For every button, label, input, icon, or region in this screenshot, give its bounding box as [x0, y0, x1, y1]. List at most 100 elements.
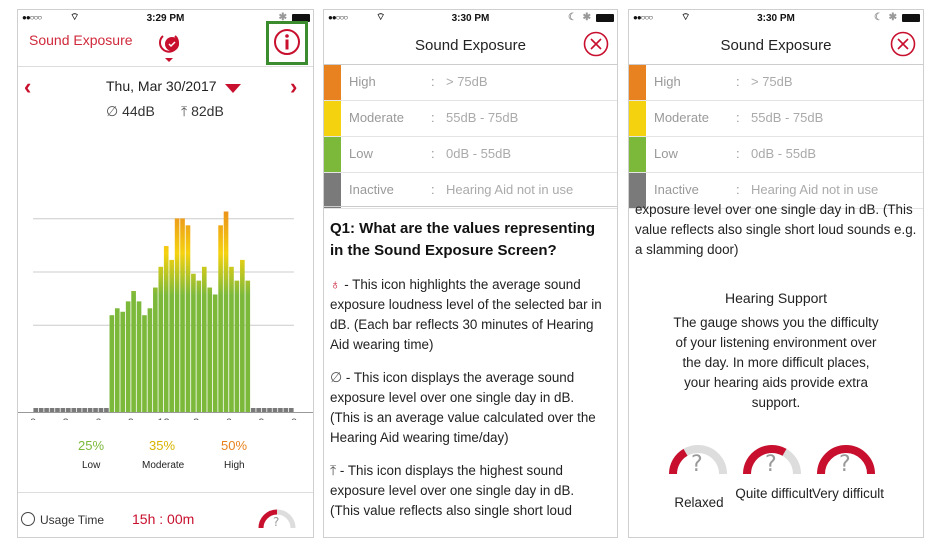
- inactive-bar[interactable]: [93, 408, 98, 412]
- faq-content: Q1: What are the values representing in …: [330, 218, 607, 521]
- legend-name: Moderate: [654, 110, 709, 125]
- inactive-bar[interactable]: [104, 408, 109, 412]
- info-screen-faq: ●●○○○ ⌔ 3:30 PM ☾ ✱ Sound Exposure High …: [323, 9, 618, 538]
- inactive-bar[interactable]: [76, 408, 82, 412]
- inactive-bar[interactable]: [278, 408, 283, 412]
- exposure-bar[interactable]: [240, 259, 245, 412]
- inactive-bar[interactable]: [267, 408, 272, 412]
- info-icon[interactable]: [273, 28, 301, 56]
- inactive-bar[interactable]: [82, 408, 87, 412]
- location-pin-icon: ♁: [330, 276, 341, 292]
- legend-name: Low: [654, 146, 678, 161]
- sound-exposure-chart[interactable]: 0 3 6 9 12 3 6 9 0: [18, 140, 313, 420]
- exposure-bar[interactable]: [180, 218, 185, 412]
- exposure-bar[interactable]: [158, 266, 164, 412]
- inactive-bar[interactable]: [250, 408, 256, 412]
- battery-icon: [292, 14, 310, 22]
- exposure-bar[interactable]: [201, 266, 207, 412]
- high-swatch: [629, 65, 646, 100]
- info-button-highlight: [266, 21, 308, 65]
- exposure-bar[interactable]: [120, 311, 126, 412]
- exposure-bar[interactable]: [245, 280, 251, 412]
- bluetooth-icon: ✱: [582, 12, 591, 23]
- average-icon: ∅: [106, 103, 119, 119]
- low-swatch: [629, 137, 646, 172]
- faq-answer-text: - This icon highlights the average sound…: [330, 277, 602, 352]
- inactive-bar[interactable]: [60, 408, 66, 412]
- inactive-bar[interactable]: [44, 408, 49, 412]
- inactive-bar[interactable]: [33, 408, 39, 412]
- status-time: 3:30 PM: [451, 13, 490, 24]
- inactive-bar[interactable]: [256, 408, 261, 412]
- moderate-percent: 35%: [149, 438, 176, 453]
- inactive-bar[interactable]: [288, 408, 294, 412]
- faq-answer-1: ♁ - This icon highlights the average sou…: [330, 274, 607, 355]
- inactive-bar[interactable]: [55, 408, 60, 412]
- exposure-bar[interactable]: [136, 301, 142, 412]
- legend-name: Inactive: [654, 182, 699, 197]
- inactive-bar[interactable]: [261, 408, 267, 412]
- gauge-relaxed-icon: ?: [668, 445, 727, 477]
- wifi-icon: ⌔: [70, 12, 80, 23]
- signal-icon: ●●○○○: [328, 13, 348, 22]
- exposure-bar[interactable]: [234, 280, 240, 412]
- legend-row-inactive: Inactive : Hearing Aid not in use: [629, 173, 923, 209]
- legend-colon: :: [736, 74, 740, 89]
- legend-colon: :: [431, 146, 435, 161]
- svg-text:?: ?: [765, 452, 777, 477]
- exposure-bar[interactable]: [163, 246, 169, 412]
- inactive-bar[interactable]: [66, 408, 71, 412]
- date-dropdown-icon[interactable]: [225, 84, 241, 93]
- exposure-bar[interactable]: [207, 287, 213, 412]
- exposure-bar[interactable]: [153, 287, 158, 412]
- date-selector[interactable]: Thu, Mar 30/2017: [106, 78, 217, 94]
- average-value: 44dB: [122, 103, 155, 119]
- close-icon[interactable]: [890, 31, 916, 57]
- exposure-bar[interactable]: [212, 294, 218, 412]
- moon-icon: ☾: [874, 12, 883, 23]
- gauge-label: Quite difficult: [735, 486, 813, 501]
- low-swatch: [324, 137, 341, 172]
- bluetooth-icon: ✱: [888, 12, 897, 23]
- inactive-bar[interactable]: [87, 408, 93, 412]
- exposure-bar[interactable]: [131, 291, 136, 412]
- inactive-bar[interactable]: [283, 408, 289, 412]
- battery-icon: [902, 14, 920, 22]
- exposure-bar[interactable]: [191, 273, 196, 412]
- exposure-bar[interactable]: [125, 301, 131, 412]
- exposure-bar[interactable]: [185, 225, 191, 412]
- exposure-bar[interactable]: [147, 308, 153, 412]
- exposure-bar[interactable]: [169, 259, 174, 412]
- exposure-bar[interactable]: [114, 308, 120, 412]
- max-icon: ⤒: [181, 103, 188, 119]
- inactive-bar[interactable]: [98, 408, 104, 412]
- low-percent: 25%: [78, 438, 105, 453]
- inactive-bar[interactable]: [49, 408, 55, 412]
- page-title: Sound Exposure: [29, 32, 133, 48]
- legend-row-low: Low : 0dB - 55dB: [324, 137, 617, 173]
- exposure-bar[interactable]: [109, 315, 115, 412]
- gauge-label: Very difficult: [812, 486, 884, 501]
- legend-name: Inactive: [349, 182, 394, 197]
- exposure-bar[interactable]: [174, 218, 180, 412]
- exposure-bar[interactable]: [196, 280, 202, 412]
- exposure-bar[interactable]: [229, 266, 234, 412]
- inactive-bar[interactable]: [71, 408, 77, 412]
- legend-name: High: [349, 74, 376, 89]
- status-time: 3:29 PM: [146, 13, 185, 24]
- sound-exposure-screen: ●●○○○ ⌔ 3:29 PM ✱ Sound Exposure ‹ › Thu…: [17, 9, 314, 538]
- x-tick-label: 12: [157, 417, 169, 420]
- legend-colon: :: [431, 182, 435, 197]
- svg-text:?: ?: [273, 515, 279, 529]
- inactive-bar[interactable]: [38, 408, 44, 412]
- exposure-bar[interactable]: [142, 315, 147, 412]
- chevron-right-icon[interactable]: ›: [290, 74, 298, 99]
- hearing-support-gauge-icon[interactable]: ?: [256, 504, 298, 530]
- gauge-very-difficult-icon: ?: [817, 445, 875, 477]
- close-icon[interactable]: [583, 31, 609, 57]
- exposure-bar[interactable]: [218, 225, 223, 412]
- faq-answer-continued: exposure level over one single day in dB…: [635, 202, 917, 257]
- inactive-bar[interactable]: [272, 408, 278, 412]
- chevron-left-icon[interactable]: ‹: [24, 74, 32, 99]
- exposure-bar[interactable]: [223, 211, 229, 412]
